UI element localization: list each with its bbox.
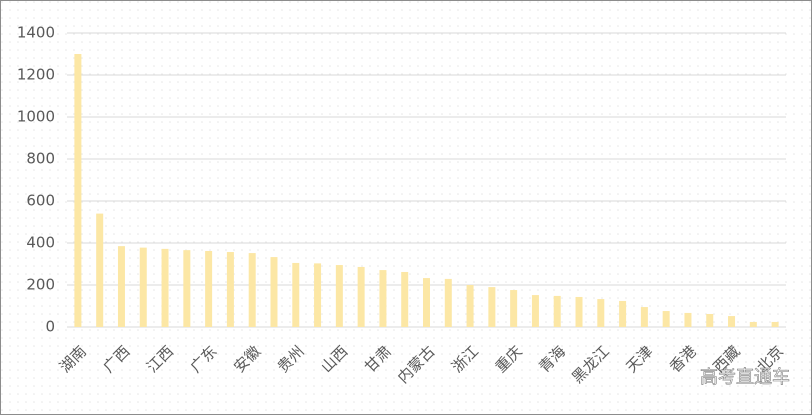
bar	[292, 262, 300, 327]
bar	[314, 263, 322, 327]
y-tick-label: 1200	[17, 66, 55, 84]
bar	[706, 313, 714, 327]
bar	[248, 253, 256, 327]
y-tick-label: 1000	[17, 108, 55, 126]
bar	[357, 266, 365, 327]
bar	[597, 299, 605, 327]
bar	[335, 265, 343, 327]
bar	[117, 246, 125, 327]
bar	[728, 316, 736, 327]
y-tick-label: 1400	[17, 24, 55, 42]
bar	[379, 270, 387, 327]
bar	[553, 295, 561, 327]
bar	[423, 278, 430, 327]
bar	[619, 300, 627, 327]
bar	[640, 307, 648, 327]
bar	[662, 311, 670, 327]
bar	[139, 247, 147, 327]
bar	[575, 296, 583, 327]
bar	[205, 250, 213, 327]
y-tick-label: 600	[26, 192, 55, 210]
bar	[771, 321, 779, 327]
bar	[444, 278, 452, 327]
bar	[183, 250, 191, 327]
bar	[74, 54, 82, 327]
y-tick-label: 0	[45, 318, 55, 336]
y-tick-label: 200	[26, 276, 55, 294]
bar	[226, 252, 234, 327]
bar	[531, 295, 539, 327]
bar	[96, 213, 104, 327]
bar	[749, 321, 757, 327]
bar	[684, 312, 692, 327]
y-tick-label: 800	[26, 150, 55, 168]
y-tick-label: 400	[26, 234, 55, 252]
bar	[510, 290, 518, 327]
bar	[161, 248, 169, 327]
bar	[488, 287, 496, 327]
bar	[401, 271, 409, 327]
bar	[466, 285, 474, 327]
bar	[270, 257, 278, 327]
watermark: 高考直通车	[700, 367, 790, 388]
